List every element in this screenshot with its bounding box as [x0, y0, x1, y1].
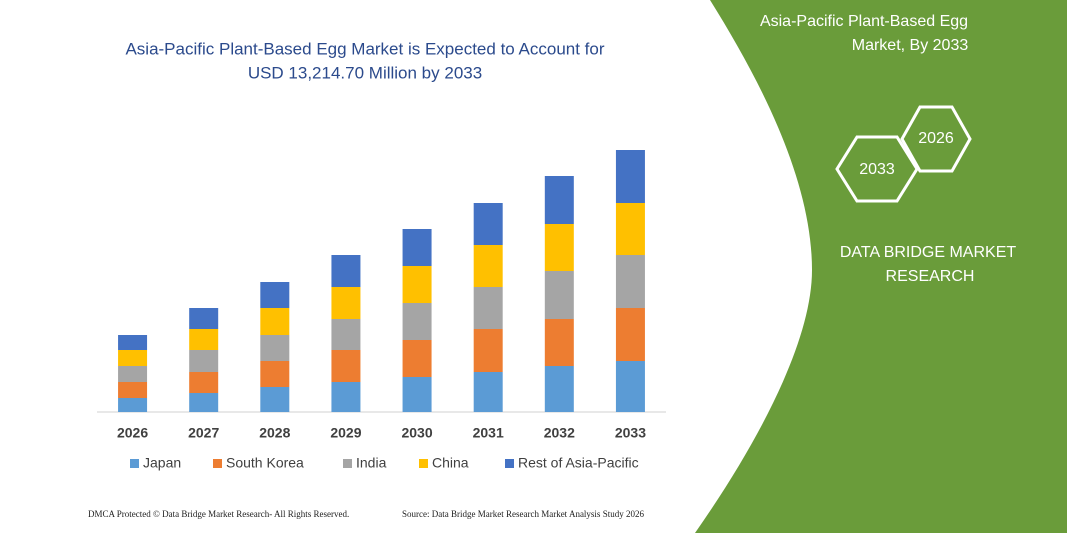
footer-left: DMCA Protected © Data Bridge Market Rese…	[88, 509, 349, 519]
legend-label: China	[432, 455, 469, 471]
legend-label: Rest of Asia-Pacific	[518, 455, 639, 471]
legend-label: South Korea	[226, 455, 304, 471]
bar-segment	[402, 229, 432, 266]
bar-segment	[473, 203, 503, 245]
x-tick-label: 2028	[259, 425, 290, 441]
footer-right: Source: Data Bridge Market Research Mark…	[402, 509, 644, 519]
bar-segment	[118, 335, 148, 350]
bar-segment	[189, 372, 219, 393]
bar-segment	[402, 303, 432, 340]
panel-title: Asia-Pacific Plant-Based Egg	[760, 13, 968, 30]
bar-segment	[189, 350, 219, 372]
bar-segment	[473, 245, 503, 287]
bar-segment	[118, 366, 148, 382]
bar-segment	[615, 255, 645, 308]
bar-segment	[260, 335, 290, 361]
bar-segment	[402, 266, 432, 303]
hex-label: 2033	[859, 161, 895, 178]
bar-segment	[473, 287, 503, 329]
bar-segment	[189, 329, 219, 350]
bar-segment	[331, 319, 361, 350]
legend-swatch	[213, 459, 222, 468]
bar-segment	[615, 308, 645, 361]
legend-label: India	[356, 455, 387, 471]
legend-swatch	[505, 459, 514, 468]
bar-segment	[331, 350, 361, 382]
panel-title: Market, By 2033	[852, 37, 969, 54]
legend-label: Japan	[143, 455, 181, 471]
bar-segment	[189, 393, 219, 412]
hexagon	[900, 105, 972, 173]
x-tick-label: 2027	[188, 425, 219, 441]
bar-segment	[473, 372, 503, 412]
bar-segment	[544, 319, 574, 366]
bar-segment	[118, 350, 148, 366]
bar-segment	[402, 377, 432, 412]
bar-segment	[260, 282, 290, 308]
legend-swatch	[419, 459, 428, 468]
x-tick-label: 2030	[401, 425, 432, 441]
bar-segment	[118, 398, 148, 412]
bar-segment	[615, 203, 645, 255]
bar-segment	[544, 366, 574, 412]
bar-segment	[331, 255, 361, 287]
bar-segment	[260, 361, 290, 387]
bar-segment	[473, 329, 503, 372]
chart-title: Asia-Pacific Plant-Based Egg Market is E…	[125, 39, 604, 58]
x-tick-label: 2032	[544, 425, 575, 441]
hexagon	[835, 135, 919, 203]
hex-label: 2026	[918, 130, 954, 147]
x-tick-label: 2033	[615, 425, 646, 441]
legend-swatch	[343, 459, 352, 468]
bar-segment	[615, 150, 645, 203]
chart-title: USD 13,214.70 Million by 2033	[248, 63, 482, 82]
bar-segment	[189, 308, 219, 329]
x-tick-label: 2029	[330, 425, 361, 441]
bar-segment	[402, 340, 432, 377]
legend-swatch	[130, 459, 139, 468]
brand: DATA BRIDGE MARKET	[840, 244, 1017, 261]
bar-segment	[544, 224, 574, 271]
green-panel	[695, 0, 1067, 533]
bar-segment	[118, 382, 148, 398]
bar-segment	[331, 382, 361, 412]
bar-segment	[544, 176, 574, 224]
bar-segment	[331, 287, 361, 319]
bar-segment	[544, 271, 574, 319]
brand: RESEARCH	[886, 268, 975, 285]
x-tick-label: 2026	[117, 425, 148, 441]
bar-segment	[615, 361, 645, 412]
bar-segment	[260, 387, 290, 412]
x-tick-label: 2031	[473, 425, 504, 441]
bar-segment	[260, 308, 290, 335]
